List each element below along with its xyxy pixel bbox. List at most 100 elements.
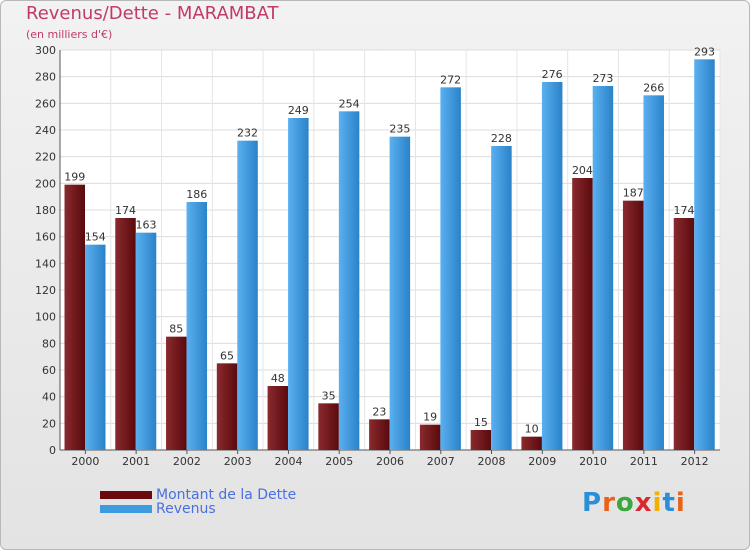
data-label-dette: 35 [322,389,336,402]
bar-dette [673,218,695,450]
data-label-dette: 174 [673,204,694,217]
x-tick-label: 2007 [427,455,455,468]
y-tick-label: 140 [35,257,56,270]
chart-subtitle: (en milliers d'€) [26,28,113,41]
data-label-dette: 174 [115,204,136,217]
data-labels: 1991541741638518665232482493525423235192… [64,45,715,435]
x-tick-label: 2000 [71,455,99,468]
bar-dette [521,436,542,450]
legend-item-revenus: Revenus [100,501,216,517]
x-tick-label: 2012 [681,455,709,468]
bar-revenus [541,82,563,450]
bar-dette [64,184,85,450]
data-label-dette: 15 [474,416,488,429]
bar-dette [216,363,238,450]
data-label-revenus: 266 [643,81,664,94]
y-tick-label: 0 [49,444,56,457]
data-label-dette: 23 [372,405,386,418]
y-tick-label: 60 [42,364,56,377]
legend-item-dette: Montant de la Dette [100,487,296,503]
x-tick-label: 2003 [224,455,252,468]
data-label-revenus: 154 [85,231,106,244]
data-label-dette: 199 [64,171,85,184]
y-tick-label: 200 [35,177,56,190]
data-label-dette: 10 [525,423,539,436]
bar-revenus [440,87,461,450]
y-tick-label: 280 [35,71,56,84]
bar-dette [166,336,187,450]
x-tick-label: 2006 [376,455,404,468]
data-label-revenus: 249 [288,104,309,117]
logo-letter: t [662,488,676,518]
data-label-revenus: 272 [440,73,461,86]
x-tick-label: 2008 [478,455,506,468]
axes: 0 20 40 60 80 100 120 140 160 180 200 220 240 260 280 3… [35,44,720,468]
proxiti-logo: Proxiti [582,488,686,518]
logo-letter: r [602,488,616,518]
bar-revenus [237,140,258,450]
y-tick-label: 160 [35,231,56,244]
x-tick-label: 2002 [173,455,201,468]
x-tick-label: 2009 [528,455,556,468]
bar-dette [318,403,339,450]
data-label-revenus: 273 [592,72,613,85]
bar-revenus [389,136,411,450]
logo-letter: o [615,488,635,518]
bar-revenus [592,86,614,450]
chart-title: Revenus/Dette - MARAMBAT [26,3,279,24]
y-tick-label: 80 [42,337,56,350]
y-tick-label: 100 [35,311,56,324]
y-tick-label: 180 [35,204,56,217]
bar-revenus [288,118,309,450]
bar-revenus [491,146,512,450]
bar-dette [267,386,289,450]
logo-letter: x [634,488,653,518]
x-tick-label: 2011 [630,455,658,468]
bar-revenus [694,59,715,450]
legend-label-revenus: Revenus [156,501,216,517]
bar-revenus [643,95,664,450]
data-label-revenus: 228 [491,132,512,145]
logo-letter: i [675,488,686,518]
data-label-revenus: 254 [339,97,360,110]
data-label-dette: 204 [572,164,593,177]
data-label-revenus: 276 [542,68,563,81]
data-label-dette: 85 [169,323,183,336]
y-tick-label: 220 [35,151,56,164]
y-tick-label: 40 [42,391,56,404]
y-tick-label: 20 [42,417,56,430]
y-tick-label: 240 [35,124,56,137]
y-tick-label: 120 [35,284,56,297]
legend-label-dette: Montant de la Dette [156,487,297,503]
data-label-dette: 19 [423,411,437,424]
bar-revenus [338,111,360,450]
data-label-revenus: 235 [389,123,410,136]
x-tick-label: 2004 [274,455,302,468]
bar-dette [369,419,390,450]
y-tick-label: 300 [35,44,56,57]
bar-revenus [85,244,106,450]
data-label-revenus: 163 [136,219,157,232]
data-label-dette: 48 [271,372,285,385]
logo-letter: P [582,488,603,518]
data-label-revenus: 186 [186,188,207,201]
data-label-dette: 187 [623,187,644,200]
x-tick-label: 2001 [122,455,150,468]
data-label-revenus: 232 [237,127,258,140]
legend-swatch-dette [100,491,152,499]
data-label-revenus: 293 [694,45,715,58]
legend-swatch-revenus [100,505,152,513]
bar-dette [572,178,593,450]
logo-letter: i [652,488,663,518]
bar-dette [419,424,441,450]
bar-revenus [186,202,208,450]
bar-dette [470,430,492,450]
x-tick-label: 2010 [579,455,607,468]
x-tick-label: 2005 [325,455,353,468]
bar-dette [115,218,136,450]
bar-revenus [135,232,157,450]
bars [64,59,715,450]
y-tick-label: 260 [35,97,56,110]
bar-dette [622,200,644,450]
